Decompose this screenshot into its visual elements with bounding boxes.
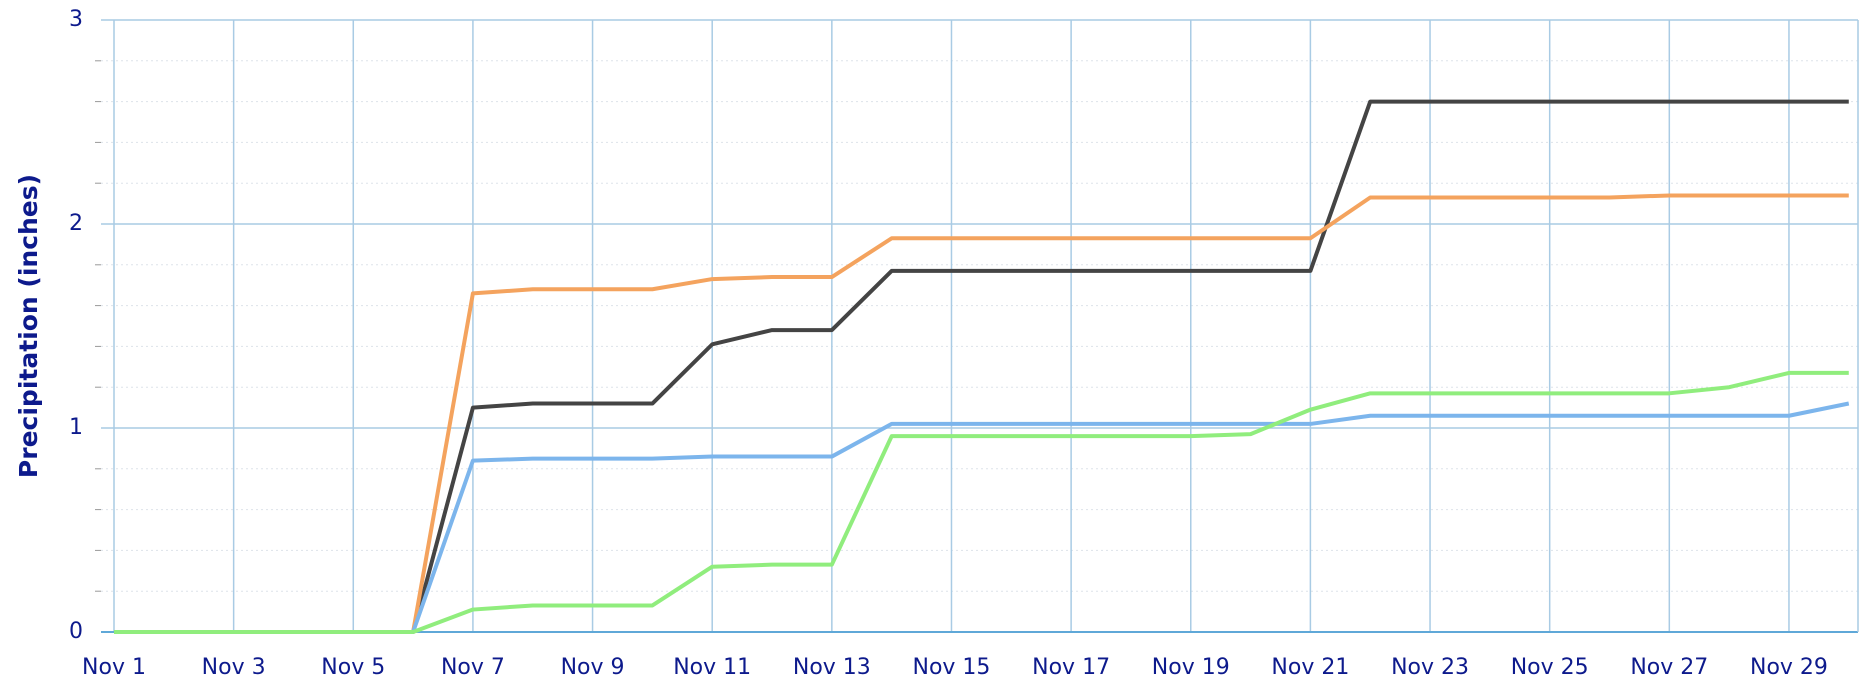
- x-tick-label: Nov 3: [202, 655, 266, 680]
- x-tick-label: Nov 17: [1032, 655, 1110, 680]
- x-tick-label: Nov 9: [561, 655, 625, 680]
- y-tick-label: 1: [69, 415, 83, 440]
- x-tick-label: Nov 15: [913, 655, 991, 680]
- series-line: [114, 193, 1849, 634]
- x-tick-label: Nov 27: [1630, 655, 1708, 680]
- x-tick-label: Nov 23: [1391, 655, 1469, 680]
- y-axis-label: Precipitation (inches): [14, 174, 43, 478]
- x-tick-label: Nov 21: [1271, 655, 1349, 680]
- x-tick-label: Nov 5: [321, 655, 385, 680]
- series-line: [114, 99, 1849, 634]
- x-tick-label: Nov 1: [82, 655, 146, 680]
- x-tick-label: Nov 29: [1750, 655, 1828, 680]
- series-line: [114, 370, 1849, 634]
- x-tick-label: Nov 13: [793, 655, 871, 680]
- x-tick-label: Nov 7: [441, 655, 505, 680]
- y-tick-label: 2: [69, 211, 83, 236]
- y-tick-label: 3: [69, 7, 83, 32]
- x-tick-label: Nov 25: [1511, 655, 1589, 680]
- x-tick-label: Nov 11: [673, 655, 751, 680]
- x-tick-label: Nov 19: [1152, 655, 1230, 680]
- y-tick-label: 0: [69, 619, 83, 644]
